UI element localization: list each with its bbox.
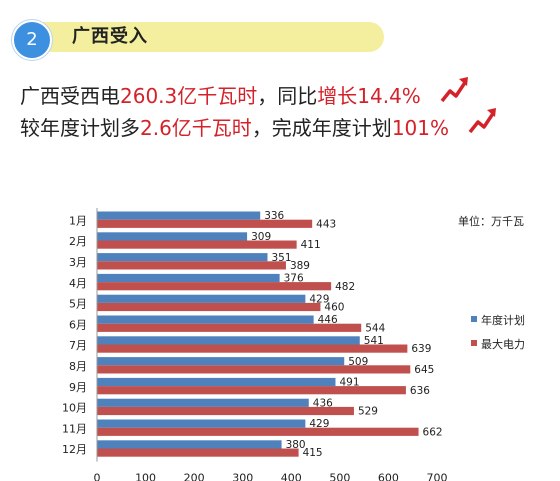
data-label: 436 <box>313 397 333 409</box>
bar-annual-plan <box>97 377 336 387</box>
data-label: 415 <box>303 447 323 459</box>
x-tick-label: 100 <box>135 472 156 481</box>
bar-max-power <box>97 448 299 457</box>
x-tick-label: 300 <box>232 472 253 481</box>
data-label: 636 <box>410 385 430 397</box>
data-label: 645 <box>414 364 434 376</box>
x-tick-label: 200 <box>184 472 205 481</box>
data-label: 443 <box>316 218 336 230</box>
monthly-power-bar-chart: 3364433094113513893764824294604465445416… <box>62 208 525 481</box>
category-label: 1月 <box>69 214 87 227</box>
headline-2-value-b: 101% <box>391 116 449 140</box>
data-label: 446 <box>318 314 338 326</box>
category-label: 2月 <box>69 235 87 248</box>
headline-2-text-a: 较年度计划多 <box>20 116 140 140</box>
bar-annual-plan <box>97 336 360 345</box>
legend-label: 年度计划 <box>481 313 525 327</box>
bar-annual-plan <box>97 419 306 428</box>
headline-1-text-a: 广西受西电 <box>20 84 120 108</box>
legend-swatch <box>471 316 477 322</box>
bar-annual-plan <box>97 294 306 303</box>
bar-annual-plan <box>97 273 280 283</box>
bar-annual-plan <box>97 357 345 366</box>
data-label: 309 <box>251 231 271 243</box>
x-tick-label: 600 <box>378 472 399 481</box>
bar-annual-plan <box>97 440 282 449</box>
bar-max-power <box>97 427 419 436</box>
rising-trend-icon <box>440 77 468 103</box>
headline-1-value-a: 260.3亿千瓦时 <box>120 84 258 108</box>
bar-max-power <box>97 219 313 228</box>
category-label: 12月 <box>62 443 87 456</box>
headline-2-value-a: 2.6亿千瓦时 <box>140 116 252 140</box>
data-label: 429 <box>309 418 329 430</box>
data-label: 509 <box>348 356 368 368</box>
unit-label: 单位：万千瓦 <box>458 214 524 228</box>
category-label: 7月 <box>69 339 87 352</box>
bar-max-power <box>97 261 286 270</box>
bar-max-power <box>97 323 362 332</box>
category-label: 10月 <box>62 402 87 415</box>
headline-line-1: 广西受西电260.3亿千瓦时，同比增长14.4% <box>20 83 421 109</box>
category-label: 6月 <box>69 318 87 331</box>
category-label: 5月 <box>69 298 87 311</box>
bar-max-power <box>97 344 408 353</box>
data-label: 491 <box>339 377 359 389</box>
data-label: 639 <box>411 343 431 355</box>
bar-max-power <box>97 386 406 395</box>
data-label: 662 <box>423 426 443 438</box>
bar-annual-plan <box>97 253 268 262</box>
category-label: 9月 <box>69 381 87 394</box>
category-label: 11月 <box>62 422 87 435</box>
x-tick-label: 700 <box>427 472 448 481</box>
category-label: 8月 <box>69 360 87 373</box>
headline-line-2: 较年度计划多2.6亿千瓦时，完成年度计划101% <box>20 115 449 141</box>
data-label: 429 <box>309 293 329 305</box>
headline-1-value-b: 增长14.4% <box>317 84 421 108</box>
data-label: 380 <box>286 439 306 451</box>
bar-annual-plan <box>97 232 248 241</box>
headline-1-text-b: ，同比 <box>257 84 318 108</box>
bar-annual-plan <box>97 211 261 220</box>
x-tick-label: 0 <box>94 472 101 481</box>
x-tick-label: 500 <box>329 472 350 481</box>
data-label: 544 <box>365 322 385 334</box>
data-label: 376 <box>284 273 304 285</box>
legend-label: 最大电力 <box>481 337 525 351</box>
category-label: 3月 <box>69 256 87 269</box>
headline-2-text-b: ，完成年度计划 <box>251 116 392 140</box>
data-label: 351 <box>271 252 291 264</box>
bar-annual-plan <box>97 315 314 324</box>
bar-max-power <box>97 406 354 416</box>
data-label: 541 <box>364 335 384 347</box>
bar-max-power <box>97 365 411 374</box>
data-label: 482 <box>335 281 355 293</box>
section-header-bar <box>22 22 384 52</box>
bar-max-power <box>97 240 297 249</box>
legend-swatch <box>471 340 477 346</box>
category-label: 4月 <box>69 277 87 290</box>
bar-max-power <box>97 282 332 291</box>
data-label: 336 <box>264 210 284 222</box>
x-tick-label: 400 <box>281 472 302 481</box>
data-label: 529 <box>358 406 378 418</box>
data-label: 389 <box>290 260 310 272</box>
rising-trend-icon <box>468 108 496 134</box>
bar-max-power <box>97 302 321 312</box>
section-number-badge: 2 <box>12 20 52 60</box>
bar-annual-plan <box>97 398 309 407</box>
section-title: 广西受入 <box>72 26 148 47</box>
data-label: 411 <box>301 239 321 251</box>
data-label: 460 <box>324 302 344 314</box>
